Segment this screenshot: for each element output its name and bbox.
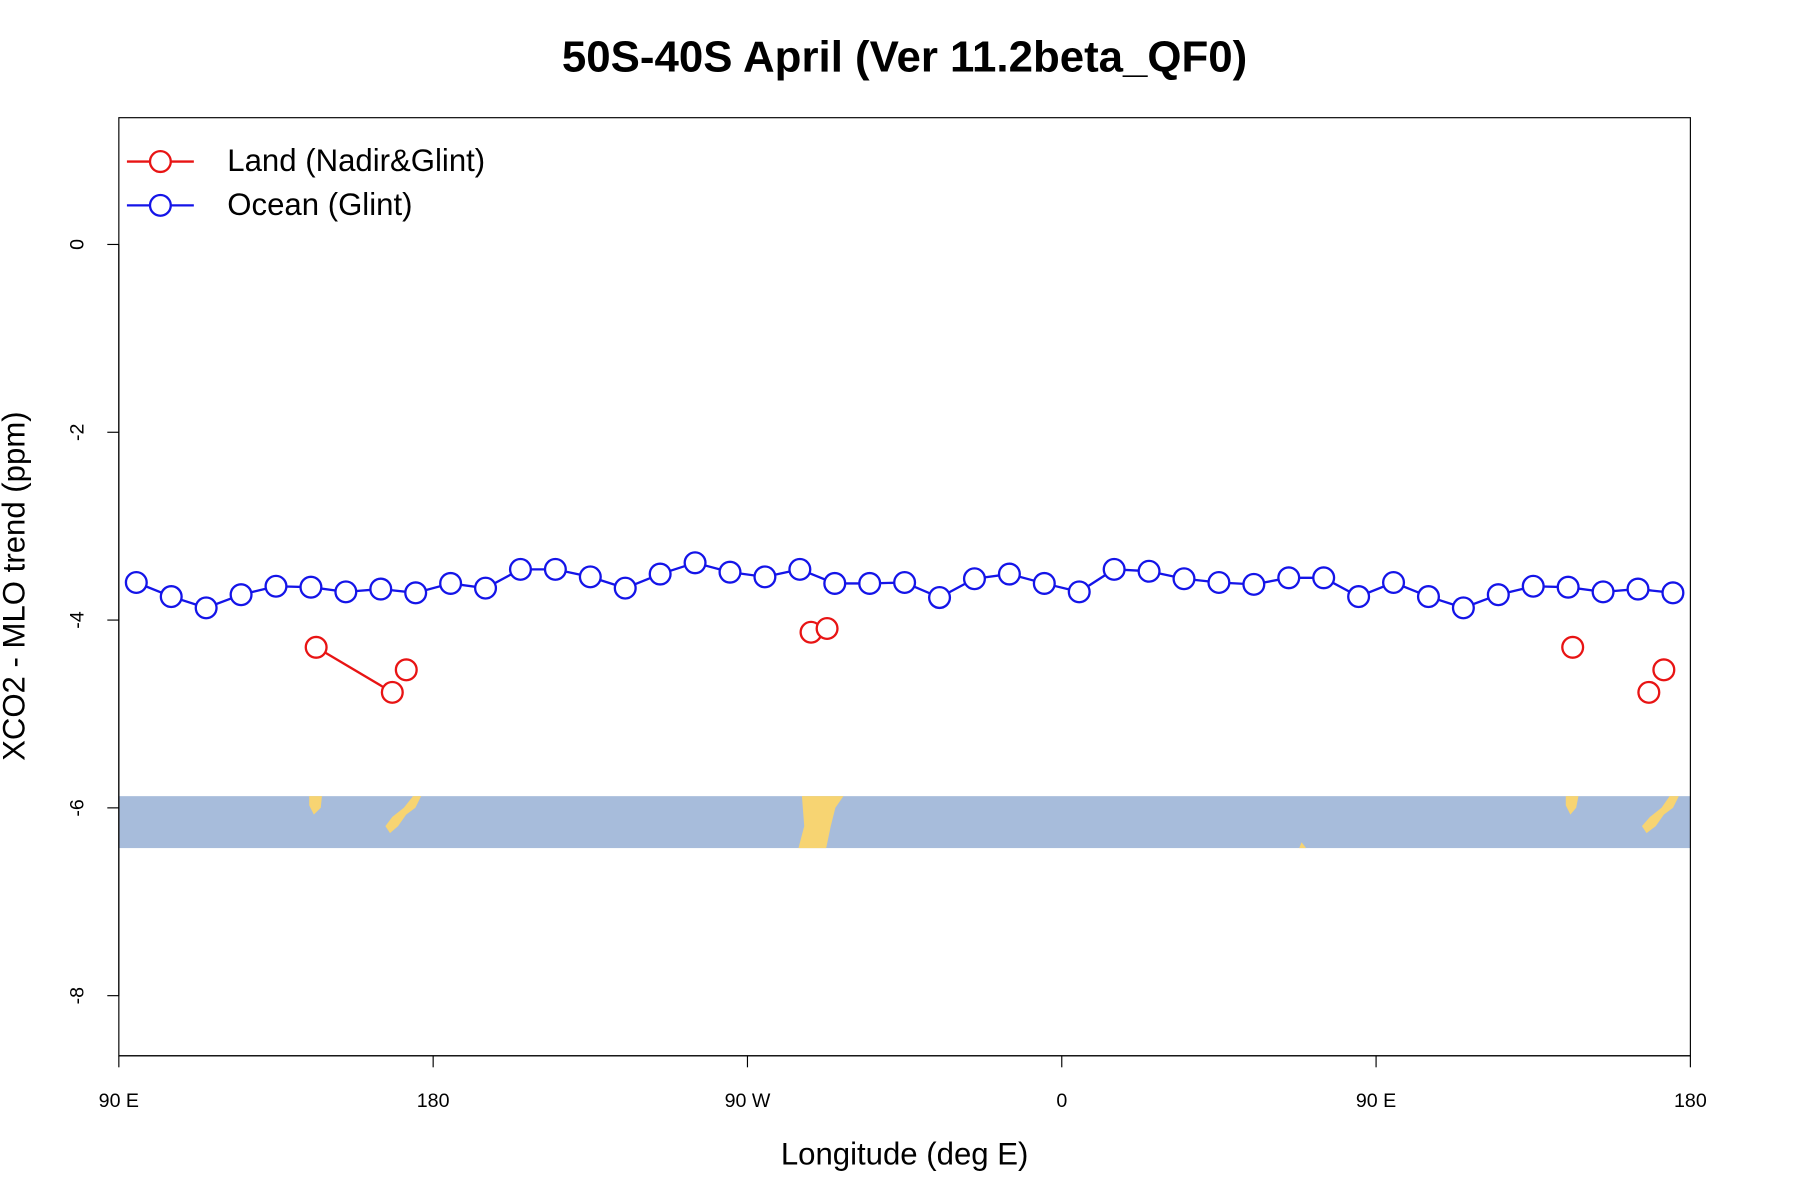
data-point [264, 574, 288, 598]
data-point [1347, 585, 1371, 609]
y-tick-label: -8 [67, 987, 89, 1005]
data-point [394, 658, 418, 682]
x-tick-label: 180 [1674, 1090, 1707, 1112]
data-point [648, 562, 672, 586]
data-point [1521, 574, 1545, 598]
legend-marker [148, 149, 172, 174]
data-point [893, 570, 917, 595]
data-point [380, 680, 404, 704]
data-point [1652, 658, 1676, 682]
data-point [858, 571, 882, 595]
data-point [508, 557, 533, 581]
data-point [1381, 570, 1406, 595]
data-point [1312, 566, 1336, 590]
x-tick-label: 90 E [99, 1090, 139, 1112]
data-point [1451, 596, 1475, 620]
legend-label: Land (Nadir&Glint) [227, 143, 485, 178]
data-point [1561, 635, 1585, 659]
data-point [815, 616, 839, 641]
y-tick-label: -2 [67, 424, 89, 441]
chart-title: 50S-40S April (Ver 11.2beta_QF0) [562, 33, 1247, 82]
data-point [1637, 680, 1661, 704]
y-tick-label: -6 [67, 799, 89, 817]
data-point [1242, 572, 1266, 596]
y-tick-label: -4 [67, 611, 89, 629]
x-axis-label: Longitude (deg E) [781, 1136, 1029, 1171]
data-point [1277, 566, 1301, 590]
data-point [962, 567, 986, 591]
data-point [753, 565, 777, 589]
data-point [1172, 567, 1196, 591]
y-axis-label: XCO2 - MLO trend (ppm) [0, 411, 31, 761]
legend-label: Ocean (Glint) [227, 187, 412, 222]
data-point [439, 571, 463, 595]
data-point [613, 576, 637, 600]
x-tick-label: 0 [1056, 1090, 1067, 1112]
data-point [1556, 575, 1580, 599]
data-point [1032, 571, 1056, 595]
data-point [1661, 581, 1685, 605]
data-point [578, 565, 602, 589]
data-point [159, 585, 183, 609]
data-point [1102, 557, 1126, 581]
map-land [309, 796, 1679, 849]
data-point [1591, 580, 1615, 604]
data-point [369, 577, 393, 601]
legend-marker [148, 193, 172, 217]
data-point [229, 583, 253, 607]
data-point [299, 575, 323, 599]
data-point [788, 557, 812, 581]
data-point [124, 570, 148, 595]
series-line [316, 647, 1664, 692]
data-point [1416, 585, 1440, 609]
data-point [1137, 559, 1161, 583]
data-point [1207, 570, 1231, 595]
data-point [1626, 577, 1650, 601]
data-point [1067, 580, 1091, 604]
data-point [473, 576, 498, 600]
data-point [194, 596, 218, 620]
x-tick-label: 180 [417, 1090, 450, 1112]
data-point [997, 562, 1021, 586]
data-point [543, 557, 567, 581]
data-point [927, 585, 952, 610]
y-tick-label: 0 [67, 239, 89, 250]
map-band [118, 796, 1691, 849]
data-point [404, 581, 428, 605]
x-tick-label: 90 E [1356, 1090, 1396, 1112]
data-point [334, 580, 358, 604]
data-point [823, 571, 847, 595]
x-tick-label: 90 W [725, 1090, 771, 1112]
data-point [718, 560, 742, 584]
data-point [683, 551, 707, 575]
data-point [304, 635, 328, 659]
data-point [1486, 583, 1510, 607]
